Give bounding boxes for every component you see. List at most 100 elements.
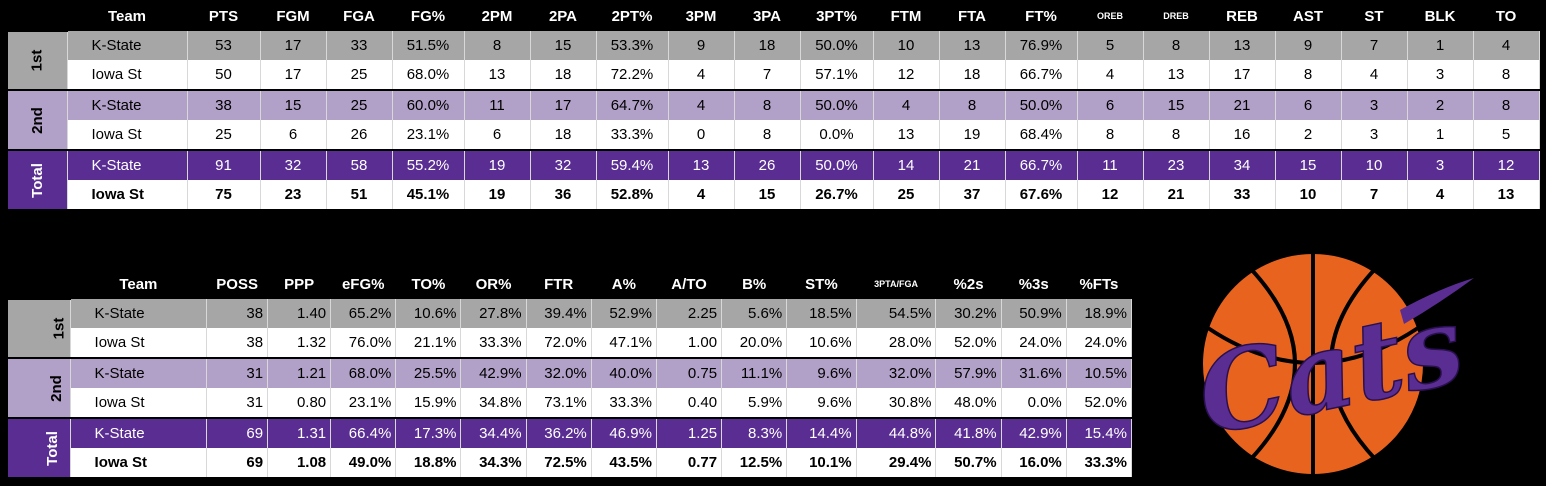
stat-a-pct: 47.1% [591, 328, 657, 359]
stat-pct2s: 48.0% [935, 388, 1002, 419]
stat-to: 8 [1473, 90, 1540, 120]
stat-2pa: 32 [530, 150, 597, 180]
stat-3pa: 7 [734, 60, 801, 91]
stat-pts: 38 [187, 90, 261, 120]
header-efg-pct: eFG% [341, 276, 385, 293]
header-pts: PTS [208, 8, 239, 25]
stat-reb: 33 [1209, 180, 1276, 211]
stat-b-pct: 11.1% [721, 358, 788, 388]
header-poss: POSS [216, 276, 258, 293]
stat-ppp: 1.08 [267, 448, 332, 479]
stat-or-pct: 42.9% [460, 358, 527, 388]
stat-to: 5 [1473, 120, 1540, 151]
stat-3pta-fga: 54.5% [856, 299, 937, 328]
stat-ftr: 72.5% [526, 448, 592, 479]
stat-to-pct: 10.6% [395, 299, 462, 328]
stat-poss: 31 [206, 388, 269, 419]
stat-st: 3 [1341, 90, 1408, 120]
stat-pctfts: 18.9% [1066, 299, 1133, 328]
stat-dreb: 8 [1143, 120, 1210, 151]
stat-ftm: 10 [873, 31, 940, 60]
stat-dreb: 21 [1143, 180, 1210, 211]
stat-poss: 38 [206, 299, 269, 328]
stat-3pm: 13 [668, 150, 735, 180]
header-blk: BLK [1424, 8, 1456, 25]
table-row: Iowa St 25 6 26 23.1% 6 18 33.3% 0 8 0.0% 13 19 68.4%… [7, 120, 1540, 151]
stat-blk: 4 [1407, 180, 1474, 211]
stat-ast: 2 [1275, 120, 1342, 151]
header-fga: FGA [343, 8, 375, 25]
header-ftr: FTR [544, 276, 574, 293]
stat-2pt-pct: 72.2% [596, 60, 669, 91]
stat-st-pct: 9.6% [786, 388, 857, 419]
header-ast: AST [1293, 8, 1323, 25]
table-row: Total K-State 69 1.31 66.4% 17.3% 34.4% 36.2% 46… [5, 417, 1133, 479]
stat-3pm: 4 [668, 180, 735, 211]
stat-ftm: 25 [873, 180, 940, 211]
stat-3pta-fga: 32.0% [856, 358, 937, 388]
stat-ft-pct: 50.0% [1005, 90, 1078, 120]
stat-or-pct: 34.4% [460, 418, 527, 448]
stat-st-pct: 10.1% [786, 448, 857, 479]
team-name: K-State [67, 90, 188, 120]
stat-fgm: 23 [260, 180, 327, 211]
header-team: Team [119, 276, 158, 293]
stat-oreb: 6 [1077, 90, 1144, 120]
stat-2pm: 19 [464, 150, 531, 180]
stat-2pa: 36 [530, 180, 597, 211]
stat-reb: 16 [1209, 120, 1276, 151]
team-name: Iowa St [67, 60, 188, 91]
stat-3pt-pct: 0.0% [800, 120, 874, 151]
stat-ft-pct: 67.6% [1005, 180, 1078, 211]
stat-poss: 69 [206, 418, 269, 448]
stat-oreb: 12 [1077, 180, 1144, 211]
period-label: 1st [6, 30, 68, 91]
team-name: K-State [67, 31, 188, 60]
stat-2pm: 8 [464, 31, 531, 60]
stat-3pt-pct: 50.0% [800, 90, 874, 120]
stat-pct2s: 30.2% [935, 299, 1002, 328]
period-label-text: 2nd [28, 106, 46, 134]
stat-ftr: 36.2% [526, 418, 592, 448]
period-label: 2nd [6, 89, 68, 151]
stat-pctfts: 24.0% [1066, 328, 1133, 359]
header-st-pct: ST% [805, 276, 838, 293]
team-name: Iowa St [70, 448, 208, 479]
stat-efg-pct: 65.2% [330, 299, 397, 328]
stat-ppp: 1.32 [267, 328, 332, 359]
stat-2pa: 15 [530, 31, 597, 60]
stat-st: 3 [1341, 120, 1408, 151]
header-2pt-pct: 2PT% [611, 8, 653, 25]
stat-or-pct: 27.8% [460, 299, 527, 328]
stat-a-to: 0.40 [656, 388, 723, 419]
team-name: Iowa St [70, 388, 208, 419]
stat-fta: 13 [939, 31, 1006, 60]
stat-dreb: 13 [1143, 60, 1210, 91]
stat-3pt-pct: 26.7% [800, 180, 874, 211]
team-name: K-State [70, 299, 208, 328]
stat-fg-pct: 23.1% [392, 120, 465, 151]
stat-pct3s: 42.9% [1001, 418, 1067, 448]
stat-to-pct: 21.1% [395, 328, 462, 359]
stat-poss: 69 [206, 448, 269, 479]
header-3pa: 3PA [752, 8, 782, 25]
stat-3pa: 8 [734, 120, 801, 151]
stat-efg-pct: 66.4% [330, 418, 397, 448]
header-ft-pct: FT% [1025, 8, 1057, 25]
stat-3pt-pct: 57.1% [800, 60, 874, 91]
stat-2pt-pct: 59.4% [596, 150, 669, 180]
period-label-text: 2nd [47, 374, 65, 402]
stat-a-pct: 52.9% [591, 299, 657, 328]
header-2pa: 2PA [548, 8, 578, 25]
stat-ftm: 4 [873, 90, 940, 120]
team-name: Iowa St [67, 180, 188, 211]
period-label-text: 1st [28, 49, 46, 72]
stat-blk: 1 [1407, 31, 1474, 60]
stat-ftr: 32.0% [526, 358, 592, 388]
stat-st: 4 [1341, 60, 1408, 91]
stat-fga: 58 [326, 150, 393, 180]
stat-to-pct: 17.3% [395, 418, 462, 448]
stat-fga: 25 [326, 90, 393, 120]
stat-ast: 15 [1275, 150, 1342, 180]
stat-2pt-pct: 33.3% [596, 120, 669, 151]
